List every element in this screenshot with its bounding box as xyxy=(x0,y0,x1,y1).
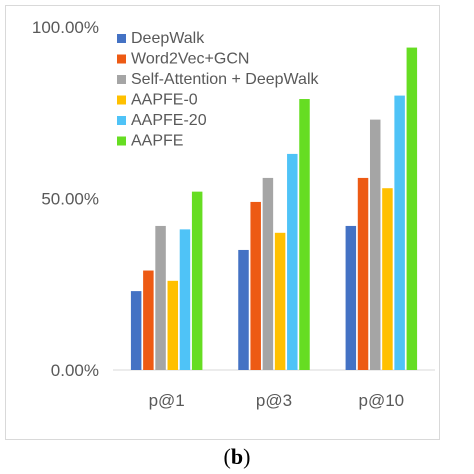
legend-label: AAPFE xyxy=(131,133,183,150)
bar xyxy=(250,201,261,370)
x-tick-label: p@10 xyxy=(359,391,405,410)
bar xyxy=(299,99,310,370)
bar xyxy=(143,270,154,370)
bar xyxy=(406,47,418,370)
legend-swatch xyxy=(117,75,126,84)
legend-swatch xyxy=(117,95,126,105)
y-axis-ticks: 0.00% 50.00% 100.00% xyxy=(32,18,99,380)
legend-label: AAPFE-20 xyxy=(131,112,207,129)
bar xyxy=(179,229,191,370)
bar xyxy=(274,232,286,370)
bar xyxy=(382,188,393,370)
bar-chart: 0.00% 50.00% 100.00% p@1 p@3 p@10 DeepWalk Wo… xyxy=(32,18,435,410)
legend: DeepWalk Word2Vec+GCN Self-Attention + Dee… xyxy=(117,30,320,150)
legend-swatch xyxy=(117,116,126,125)
x-tick-label: p@3 xyxy=(256,391,292,410)
bar xyxy=(167,280,179,370)
bar xyxy=(130,291,142,370)
bar xyxy=(155,225,166,370)
x-axis-ticks: p@1 p@3 p@10 xyxy=(149,391,405,410)
bar xyxy=(357,177,369,370)
caption-open-paren: ( xyxy=(223,444,231,469)
bar xyxy=(345,225,357,370)
legend-label: Self-Attention + DeepWalk xyxy=(131,71,320,88)
y-tick-label: 0.00% xyxy=(51,361,99,380)
bar xyxy=(238,249,249,370)
y-tick-label: 100.00% xyxy=(32,18,99,37)
bar xyxy=(191,191,203,370)
caption-letter: b xyxy=(230,444,244,469)
y-tick-label: 50.00% xyxy=(41,190,99,209)
legend-label: AAPFE-0 xyxy=(131,92,198,109)
figure-caption: (b) xyxy=(0,444,474,470)
legend-swatch xyxy=(117,54,126,64)
bar xyxy=(262,177,274,370)
bar xyxy=(287,153,298,370)
legend-label: Word2Vec+GCN xyxy=(131,51,249,68)
legend-swatch xyxy=(117,34,126,43)
bar xyxy=(394,95,405,370)
legend-label: DeepWalk xyxy=(131,30,205,47)
x-tick-label: p@1 xyxy=(149,391,185,410)
bars xyxy=(130,47,418,370)
legend-swatch xyxy=(117,136,126,146)
caption-close-paren: ) xyxy=(243,444,251,469)
bar xyxy=(369,119,381,370)
